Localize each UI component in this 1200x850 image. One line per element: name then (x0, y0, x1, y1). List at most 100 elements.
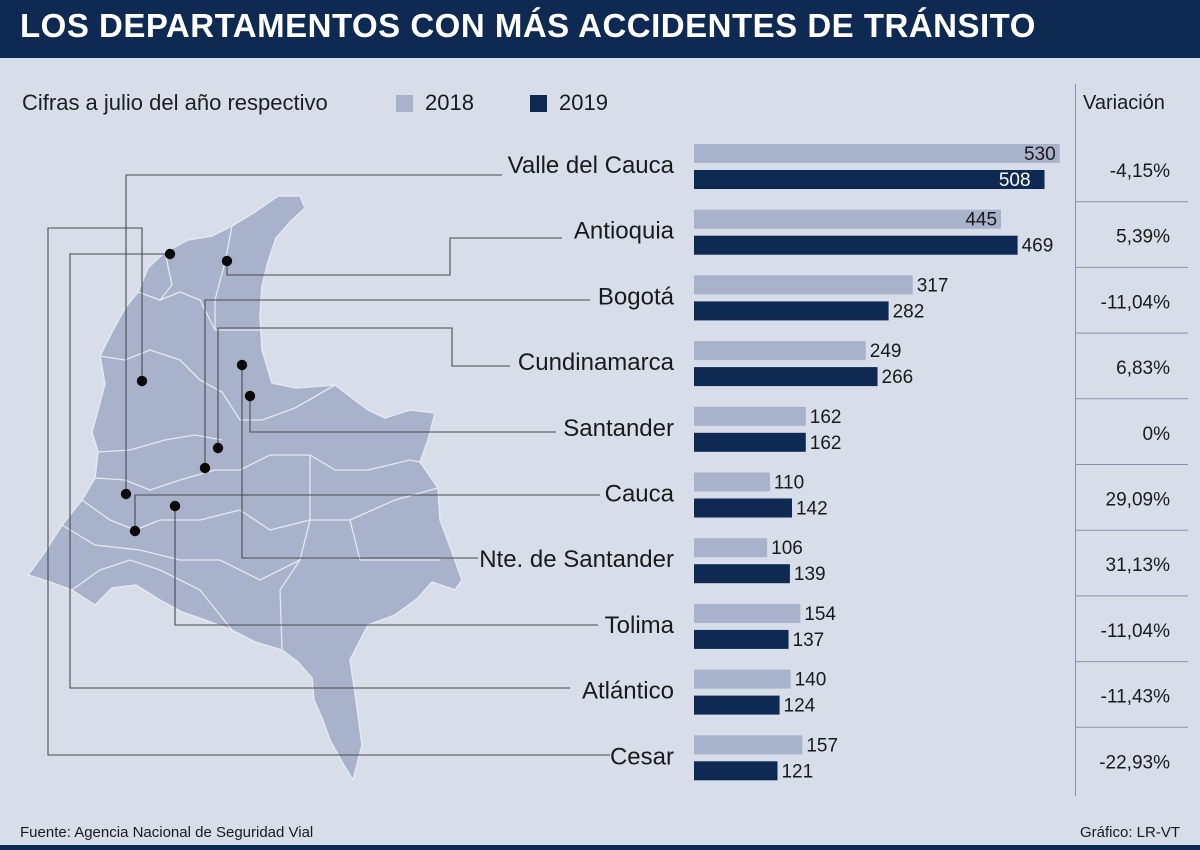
leader-line-2 (204, 299, 590, 468)
category-label-3: Cundinamarca (518, 349, 675, 376)
bar-2019-9 (694, 761, 778, 781)
leader-line-0 (125, 174, 502, 494)
value-label-2019-8: 124 (784, 696, 816, 717)
category-label-7: Tolima (605, 612, 675, 639)
value-label-2018-3: 249 (870, 341, 902, 362)
leader-line-8 (69, 253, 570, 689)
variation-value-7: -11,04% (1101, 621, 1170, 642)
variation-value-0: -4,15% (1110, 161, 1170, 182)
source-note: Fuente: Agencia Nacional de Seguridad Vi… (20, 824, 314, 841)
leader-line-7 (174, 506, 598, 626)
map-dot-0 (120, 488, 132, 500)
value-label-2018-0: 530 (1024, 144, 1056, 165)
legend-swatch-2019 (530, 94, 547, 112)
variation-value-6: 31,13% (1106, 555, 1171, 576)
category-label-5: Cauca (605, 481, 675, 508)
map-dot-8 (164, 248, 176, 260)
value-label-2019-6: 139 (794, 564, 826, 585)
leader-line-9 (47, 227, 610, 756)
value-label-2019-4: 162 (810, 433, 842, 454)
map-dot-6 (236, 359, 248, 371)
category-label-6: Nte. de Santander (479, 546, 674, 573)
bar-2019-7 (694, 629, 789, 649)
bar-2019-2 (694, 301, 889, 321)
category-labels: Valle del Cauca Antioquia Bogotá Cundinamar… (479, 152, 674, 770)
bar-2018-2 (694, 275, 913, 295)
bar-2018-0 (694, 144, 1060, 163)
bar-2018-4 (694, 406, 806, 426)
row-separators (1075, 201, 1188, 728)
variation-value-5: 29,09% (1106, 490, 1171, 511)
category-label-1: Antioquia (574, 218, 675, 245)
variation-value-2: -11,04% (1101, 292, 1170, 313)
legend-item-2018: 2018 (396, 90, 474, 116)
bar-2018-7 (694, 603, 801, 623)
category-label-8: Atlántico (582, 678, 674, 705)
value-label-2019-7: 137 (793, 630, 825, 651)
value-label-2019-5: 142 (796, 499, 828, 520)
bar-2019-5 (694, 498, 792, 518)
value-label-2019-9: 121 (781, 761, 813, 782)
category-label-4: Santander (563, 415, 674, 442)
map-dot-1 (221, 255, 233, 267)
bar-2018-9 (694, 735, 803, 755)
value-label-2018-8: 140 (795, 670, 827, 691)
bar-2019-8 (694, 695, 780, 715)
value-label-2019-1: 469 (1022, 236, 1054, 257)
bar-2018-5 (694, 472, 770, 492)
value-label-2018-6: 106 (771, 538, 803, 559)
category-label-0: Valle del Cauca (508, 152, 675, 179)
category-label-2: Bogotá (598, 283, 675, 310)
department-borders (61, 225, 440, 651)
chart-subtitle: Cifras a julio del año respectivo (22, 90, 328, 115)
credit-note: Gráfico: LR-VT (1079, 824, 1180, 841)
value-label-2019-2: 282 (893, 301, 925, 322)
variation-value-1: 5,39% (1116, 227, 1170, 248)
variation-header: Variación (1083, 92, 1165, 114)
map-dot-3 (212, 442, 224, 454)
variation-value-9: -22,93% (1099, 752, 1170, 773)
variation-value-3: 6,83% (1116, 358, 1170, 379)
leader-lines (47, 174, 610, 756)
value-label-2018-5: 110 (774, 473, 804, 494)
leader-line-1 (226, 237, 562, 276)
variation-value-4: 0% (1143, 424, 1171, 445)
category-label-9: Cesar (610, 743, 674, 770)
legend-label-2019: 2019 (559, 90, 608, 115)
value-label-2018-1: 445 (965, 210, 997, 231)
bar-2018-8 (694, 669, 791, 689)
title-bar: LOS DEPARTAMENTOS CON MÁS ACCIDENTES DE … (0, 0, 1200, 58)
variation-divider (1075, 84, 1076, 796)
colombia-map-shape (26, 195, 463, 782)
value-label-2019-0: 508 (999, 170, 1031, 191)
colombia-map-icon (26, 195, 463, 782)
bar-2018-6 (694, 538, 768, 558)
value-label-2018-7: 154 (804, 604, 836, 625)
variation-values: -4,15% 5,39% -11,04% 6,83% 0% 29,09% 31,13% -11… (1099, 161, 1170, 773)
map-dot-4 (244, 390, 256, 402)
map-dot-5 (129, 525, 141, 537)
leader-line-3 (217, 327, 510, 448)
bar-2018-3 (694, 341, 866, 361)
value-label-2018-2: 317 (917, 275, 949, 296)
bottom-bar (0, 845, 1200, 850)
variation-value-8: -11,43% (1101, 687, 1170, 708)
leader-line-4 (249, 396, 556, 433)
bar-2019-3 (694, 367, 878, 387)
bar-2019-4 (694, 432, 806, 452)
page-title: LOS DEPARTAMENTOS CON MÁS ACCIDENTES DE … (20, 7, 1036, 44)
value-label-2019-3: 266 (882, 367, 914, 388)
leader-line-6 (241, 365, 478, 559)
value-label-2018-4: 162 (810, 407, 842, 428)
bar-2019-1 (694, 235, 1018, 255)
bar-2019-0 (694, 170, 1045, 189)
bar-2019-6 (694, 564, 790, 584)
value-label-2018-9: 157 (806, 735, 838, 756)
leader-line-5 (134, 494, 600, 531)
map-dot-7 (169, 500, 181, 512)
bar-2018-1 (694, 209, 1002, 229)
legend-label-2018: 2018 (425, 90, 474, 115)
legend-swatch-2018 (396, 94, 413, 112)
